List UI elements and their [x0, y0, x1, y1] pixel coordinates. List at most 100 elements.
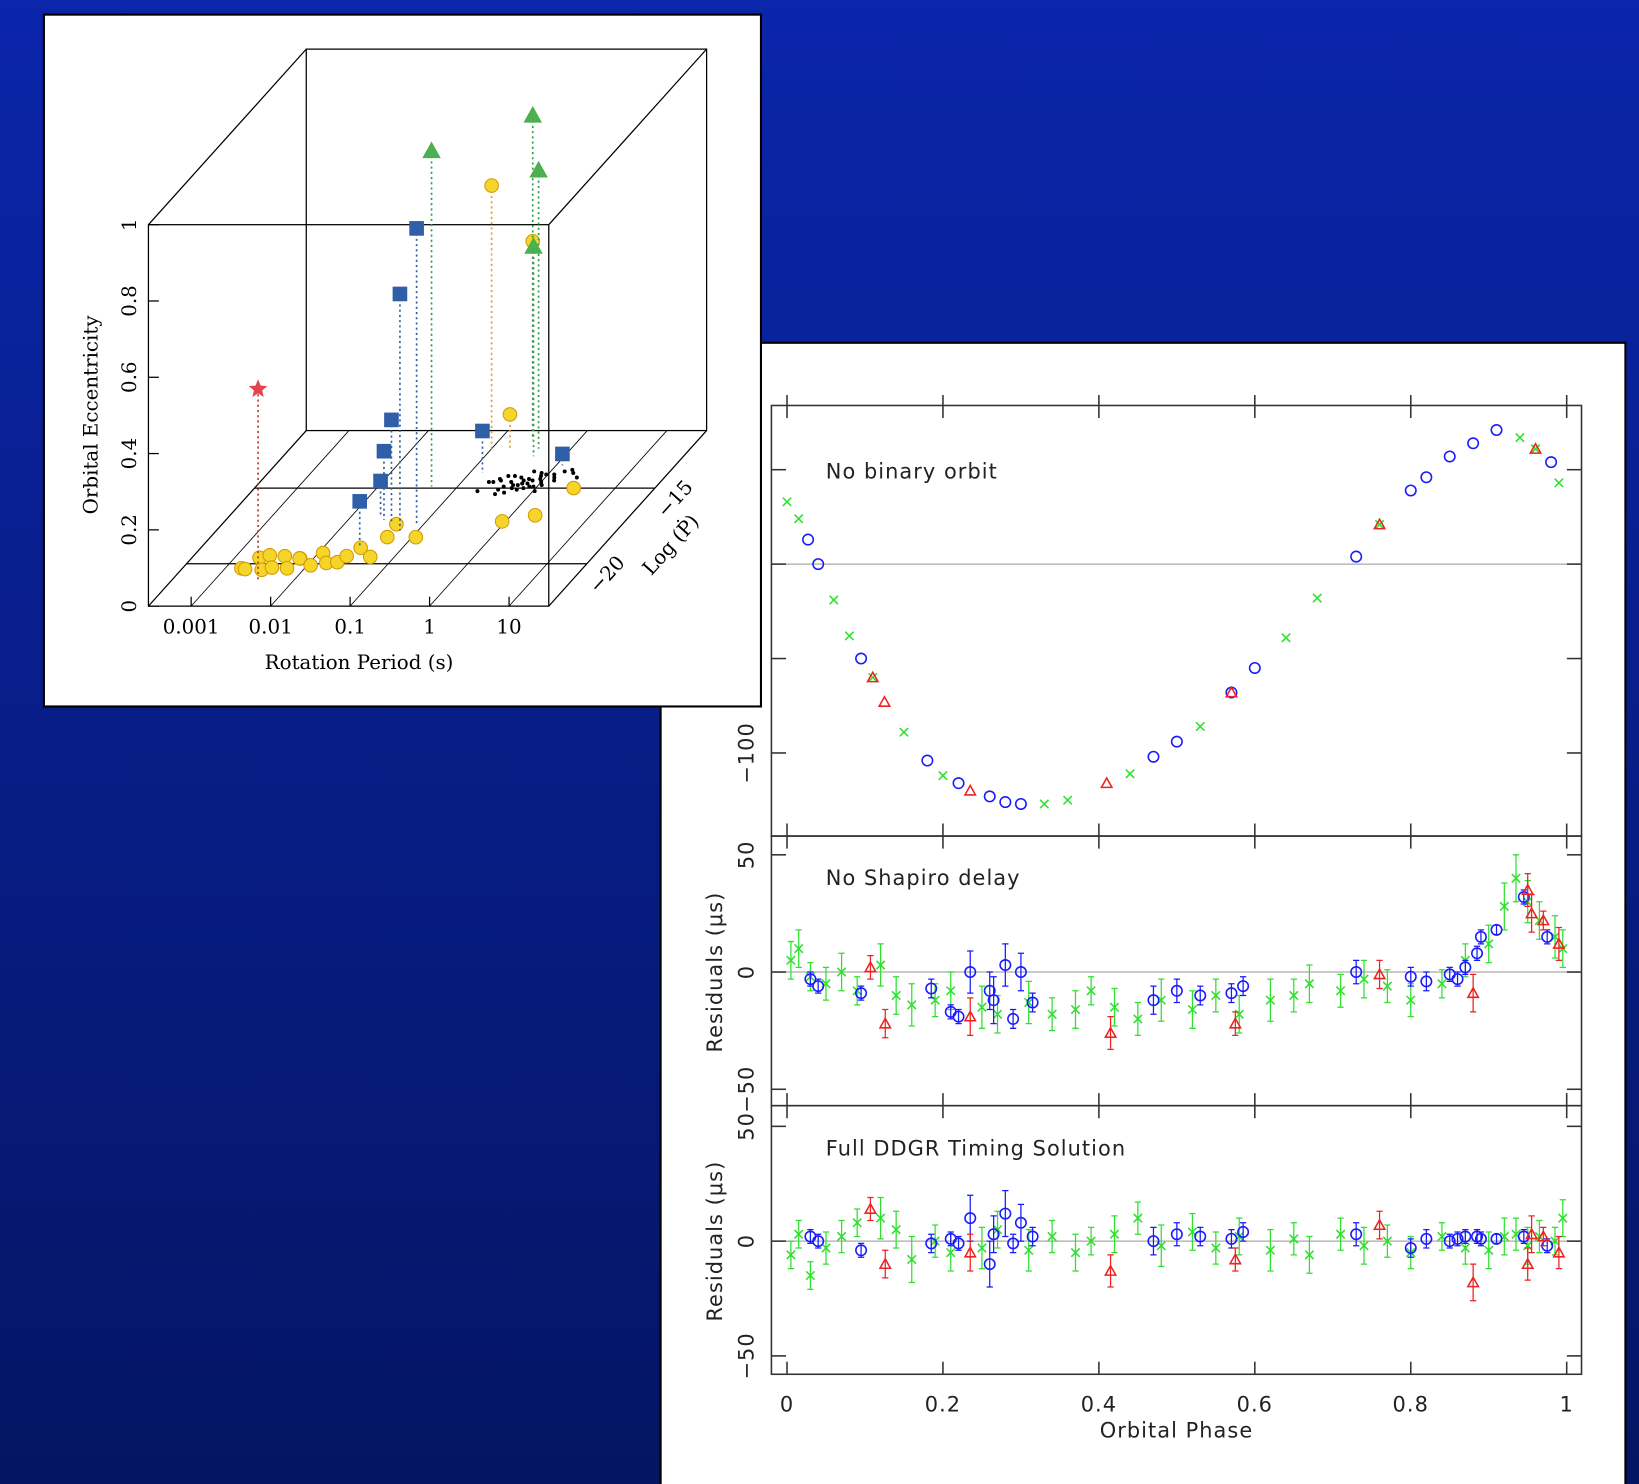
point: [1490, 424, 1503, 437]
point: [1443, 450, 1456, 463]
error-bar: [1002, 943, 1009, 987]
error-bar: [867, 1196, 874, 1222]
point: [1404, 484, 1417, 497]
point: [907, 1000, 917, 1010]
point: [532, 469, 537, 474]
point: [786, 955, 796, 966]
point: [1304, 979, 1315, 989]
x-tick-label: 1: [1560, 1393, 1574, 1417]
point: [1466, 1275, 1480, 1288]
point: [1536, 1229, 1550, 1242]
point: [1225, 1232, 1238, 1245]
point: [1026, 1230, 1039, 1243]
point: [878, 1257, 892, 1270]
point: [509, 486, 514, 491]
point: [532, 489, 537, 494]
point: [805, 1270, 816, 1281]
point: [863, 1202, 877, 1214]
point: [946, 986, 956, 996]
error-bar: [1469, 973, 1477, 1013]
box-edge: [548, 430, 708, 607]
x-tick-label: 0.8: [1393, 1393, 1429, 1417]
point: [1536, 913, 1550, 926]
point: [1483, 1245, 1494, 1256]
point: [1211, 1243, 1221, 1253]
point: [529, 160, 548, 178]
point: [1521, 883, 1535, 895]
point: [907, 1254, 917, 1265]
point: [384, 412, 399, 428]
floor-grid-line: [508, 430, 668, 607]
point: [502, 490, 507, 495]
point: [963, 783, 977, 796]
point: [1420, 471, 1433, 484]
point: [1147, 750, 1160, 763]
point: [891, 990, 901, 1001]
point: [987, 994, 1000, 1007]
point: [552, 475, 557, 480]
point: [501, 484, 506, 489]
error-bar: [1469, 1263, 1477, 1302]
point: [1023, 997, 1034, 1008]
point: [1194, 1230, 1207, 1243]
point: [1289, 990, 1299, 1001]
point: [1086, 986, 1096, 996]
point: [1062, 795, 1073, 805]
point: [409, 221, 424, 236]
point: [544, 472, 549, 477]
point: [855, 652, 868, 665]
point: [1265, 1245, 1276, 1256]
point: [1047, 1231, 1057, 1242]
point: [1023, 1245, 1034, 1256]
point: [1194, 989, 1207, 1002]
point: [1104, 1026, 1118, 1038]
point: [1499, 901, 1510, 912]
point: [983, 790, 996, 803]
y-axis-title: Residuals (μs): [703, 1161, 727, 1322]
error-bar: [1107, 1254, 1114, 1288]
point: [1070, 1004, 1081, 1015]
point: [829, 595, 839, 605]
point: [855, 987, 868, 1000]
point: [875, 1213, 886, 1223]
point: [496, 487, 501, 492]
y-tick-label: 0.6: [118, 361, 141, 393]
floor-grid-line: [190, 430, 350, 607]
error-bar: [1353, 1222, 1360, 1247]
error-bar: [967, 1233, 974, 1272]
point: [531, 484, 536, 489]
error-bar: [1423, 971, 1430, 992]
point: [1335, 986, 1346, 996]
point: [486, 480, 491, 485]
point: [1104, 1264, 1118, 1276]
y-tick-label: 50: [734, 1112, 758, 1141]
point: [1133, 1014, 1143, 1024]
point: [793, 1229, 804, 1239]
point: [1404, 1242, 1417, 1255]
point: [1170, 984, 1183, 997]
point: [527, 484, 532, 489]
point: [1545, 456, 1558, 469]
point: [1007, 1012, 1020, 1025]
error-bar: [1239, 976, 1247, 997]
point: [987, 1228, 1000, 1241]
point: [519, 475, 524, 480]
error-bar: [990, 1215, 997, 1254]
error-bar: [1173, 978, 1180, 1004]
point: [1070, 1247, 1081, 1258]
point: [852, 1218, 862, 1228]
error-bar: [1239, 1222, 1247, 1242]
point: [1459, 961, 1472, 974]
point: [1525, 1227, 1539, 1240]
point: [1552, 1245, 1566, 1258]
y-tick-label: −50: [734, 1332, 758, 1379]
point: [1420, 975, 1433, 988]
point: [1109, 1229, 1120, 1239]
point: [292, 551, 307, 566]
error-bar: [1009, 1008, 1017, 1029]
y-tick-label: 0.4: [118, 438, 141, 470]
point: [279, 560, 295, 576]
point: [1530, 444, 1541, 454]
error-bar: [967, 997, 974, 1036]
y-tick-label: 0.2: [118, 514, 141, 546]
